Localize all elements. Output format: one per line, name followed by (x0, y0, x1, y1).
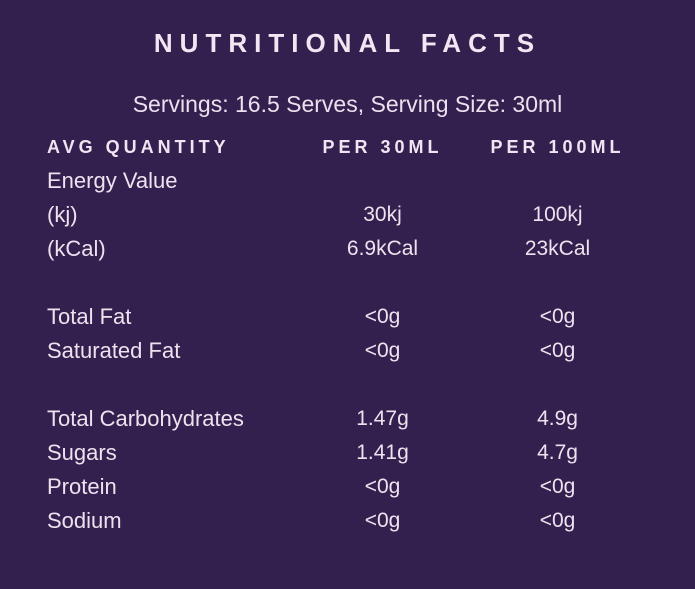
row-value-per-30ml: <0g (364, 475, 401, 498)
row-value-per-30ml: <0g (364, 305, 401, 328)
table-row-sugars: Sugars 1.41g 4.7g (47, 436, 695, 470)
table-row-total-carbohydrates: Total Carbohydrates 1.47g 4.9g (47, 402, 695, 436)
row-value-per-30ml: 1.41g (356, 441, 409, 464)
table-header-row: AVG QUANTITY PER 30ML PER 100ML (47, 130, 695, 164)
row-label: Saturated Fat (47, 338, 181, 363)
row-value-per-100ml: <0g (539, 305, 576, 328)
page-title: NUTRITIONAL FACTS (153, 28, 542, 58)
row-value-per-30ml: 30kj (363, 203, 402, 226)
row-label: (kj) (47, 202, 78, 227)
row-value-per-100ml: 4.9g (537, 407, 578, 430)
column-header-per-30ml: PER 30ML (322, 136, 443, 157)
row-label: Sugars (47, 440, 117, 465)
nutrition-table: AVG QUANTITY PER 30ML PER 100ML Energy V… (0, 130, 695, 538)
table-row-total-fat: Total Fat <0g <0g (47, 300, 695, 334)
row-label: (kCal) (47, 236, 106, 261)
group-spacer (47, 368, 695, 402)
row-label: Sodium (47, 508, 122, 533)
row-value-per-100ml: <0g (539, 339, 576, 362)
row-value-per-30ml: <0g (364, 509, 401, 532)
nutrition-label: NUTRITIONAL FACTS Servings: 16.5 Serves,… (0, 28, 695, 589)
row-value-per-100ml: 4.7g (537, 441, 578, 464)
servings-line: Servings: 16.5 Serves, Serving Size: 30m… (132, 91, 563, 117)
row-label: Total Carbohydrates (47, 406, 244, 431)
row-label: Total Fat (47, 304, 132, 329)
row-value-per-100ml: <0g (539, 475, 576, 498)
table-row-protein: Protein <0g <0g (47, 470, 695, 504)
row-label: Protein (47, 474, 117, 499)
row-value-per-100ml: 23kCal (524, 237, 591, 260)
row-value-per-30ml: 6.9kCal (346, 237, 419, 260)
column-header-avg-quantity: AVG QUANTITY (47, 136, 230, 157)
row-value-per-30ml: <0g (364, 339, 401, 362)
table-row-kj: (kj) 30kj 100kj (47, 198, 695, 232)
table-row-kcal: (kCal) 6.9kCal 23kCal (47, 232, 695, 266)
row-value-per-100ml: 100kj (532, 203, 583, 226)
group-spacer (47, 266, 695, 300)
table-row-saturated-fat: Saturated Fat <0g <0g (47, 334, 695, 368)
row-label: Energy Value (47, 168, 178, 193)
table-row-energy-value: Energy Value (47, 164, 695, 198)
table-row-sodium: Sodium <0g <0g (47, 504, 695, 538)
row-value-per-30ml: 1.47g (356, 407, 409, 430)
row-value-per-100ml: <0g (539, 509, 576, 532)
column-header-per-100ml: PER 100ML (490, 136, 625, 157)
